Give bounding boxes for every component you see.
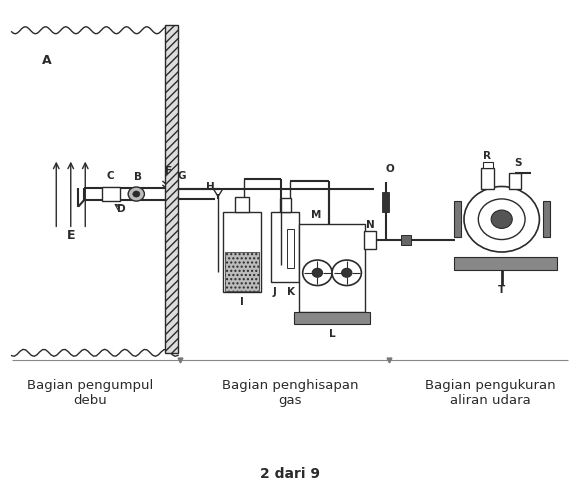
Text: Bagian penghisapan
gas: Bagian penghisapan gas <box>222 379 358 407</box>
Circle shape <box>478 199 525 239</box>
Bar <box>271 212 299 282</box>
Text: I: I <box>240 297 244 307</box>
Bar <box>294 312 370 324</box>
Bar <box>401 235 411 245</box>
Text: Bagian pengukuran
aliran udara: Bagian pengukuran aliran udara <box>425 379 556 407</box>
Bar <box>382 192 389 213</box>
Text: H: H <box>205 182 215 192</box>
Text: A: A <box>42 54 51 67</box>
Text: T: T <box>498 285 505 295</box>
Text: O: O <box>386 164 395 174</box>
Text: Bagian pengumpul
debu: Bagian pengumpul debu <box>27 379 153 407</box>
Text: F: F <box>165 166 172 176</box>
Text: S: S <box>514 158 521 168</box>
Text: B: B <box>134 172 142 182</box>
Bar <box>509 173 521 189</box>
Circle shape <box>491 210 512 228</box>
Circle shape <box>128 187 144 201</box>
Bar <box>287 229 293 268</box>
Bar <box>543 201 550 237</box>
Bar <box>364 231 376 249</box>
Text: E: E <box>67 229 75 242</box>
Bar <box>280 198 291 212</box>
Text: N: N <box>365 220 375 229</box>
Text: M: M <box>311 210 321 220</box>
Bar <box>299 224 365 312</box>
Bar <box>483 162 493 168</box>
Text: 2 dari 9: 2 dari 9 <box>260 467 320 481</box>
Circle shape <box>332 260 361 286</box>
Text: R: R <box>483 151 491 161</box>
Bar <box>223 212 261 292</box>
Circle shape <box>312 268 322 277</box>
Text: G: G <box>177 171 186 181</box>
Bar <box>454 201 461 237</box>
Bar <box>481 168 494 189</box>
Bar <box>454 257 557 270</box>
Text: C: C <box>106 171 114 181</box>
Bar <box>235 197 249 212</box>
Bar <box>225 252 259 291</box>
Circle shape <box>342 268 352 277</box>
Bar <box>102 187 120 201</box>
Text: K: K <box>287 287 295 297</box>
Text: L: L <box>329 329 335 339</box>
Circle shape <box>133 191 140 197</box>
Circle shape <box>464 186 539 252</box>
Text: J: J <box>272 287 276 297</box>
Text: D: D <box>118 204 126 214</box>
Circle shape <box>303 260 332 286</box>
Bar <box>165 25 178 353</box>
